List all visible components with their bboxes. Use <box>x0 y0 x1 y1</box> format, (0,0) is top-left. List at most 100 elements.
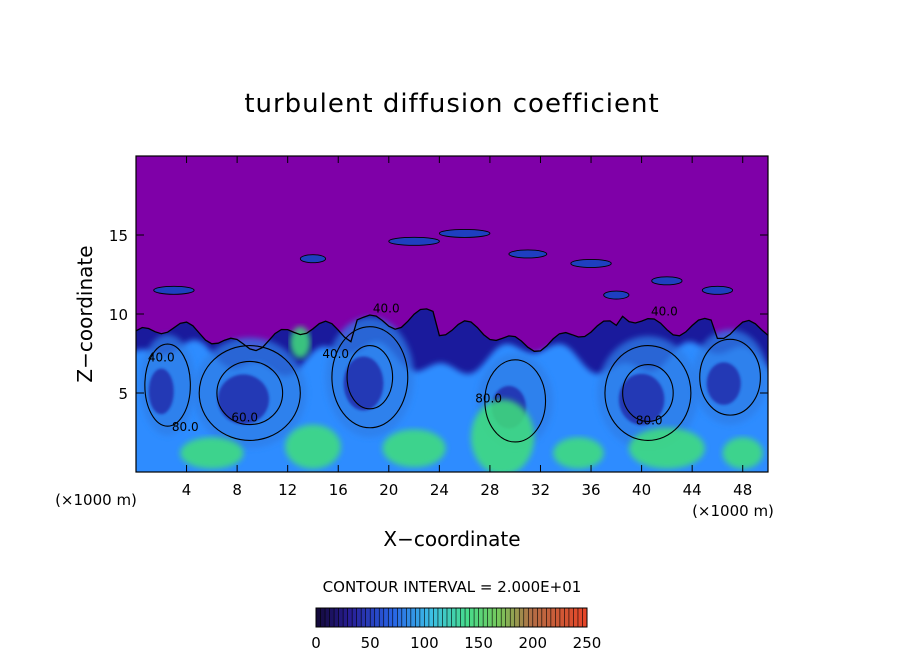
colorbar-bin <box>568 608 574 627</box>
contour-label: 40.0 <box>148 350 175 364</box>
colorbar-bin <box>352 608 358 627</box>
eddy-core <box>618 373 665 425</box>
contour-line <box>198 345 301 441</box>
x-axis-unit-left: (×1000 m) <box>55 491 137 509</box>
colorbar-bin <box>424 608 430 627</box>
high-diffusion-patch <box>382 429 446 468</box>
x-axis-unit-right: (×1000 m) <box>692 502 774 520</box>
colorbar-bin <box>329 608 335 627</box>
upper-patch <box>651 276 683 286</box>
colorbar-bin <box>460 608 466 627</box>
colorbar-bin <box>437 608 443 627</box>
x-tick-label: 12 <box>278 481 297 499</box>
colorbar-bin <box>483 608 489 627</box>
colorbar-bin <box>428 608 434 627</box>
colorbar-bin <box>501 608 507 627</box>
colorbar-tick-labels: 0 50 100 150 200 250 <box>311 634 601 652</box>
contour-label: 80.0 <box>636 414 663 428</box>
x-tick-label: 20 <box>379 481 398 499</box>
colorbar-bin <box>320 608 326 627</box>
colorbar-bin <box>338 608 344 627</box>
colorbar-bin <box>528 608 534 627</box>
x-tick-label: 28 <box>480 481 499 499</box>
colorbar-bin <box>469 608 475 627</box>
colorbar-bin <box>388 608 394 627</box>
high-diffusion-patch <box>285 424 341 469</box>
colorbar-bin <box>577 608 583 627</box>
colorbar-bin <box>442 608 448 627</box>
eddy-core <box>217 374 270 425</box>
colorbar-bin <box>541 608 547 627</box>
high-diffusion-patch <box>553 437 604 469</box>
colorbar-frame <box>315 607 588 628</box>
colorbar-tick-label: 0 <box>311 634 321 652</box>
colorbar-bin <box>550 608 556 627</box>
colorbar-bin <box>532 608 538 627</box>
x-tick-label: 16 <box>329 481 348 499</box>
colorbar-bin <box>465 608 470 627</box>
colorbar-bin <box>316 608 321 627</box>
contour-line <box>216 360 284 426</box>
colorbar-bin <box>433 608 439 627</box>
y-tick-label: 10 <box>109 306 128 324</box>
colorbar-bin <box>510 608 516 627</box>
contour-label: 40.0 <box>373 301 400 315</box>
y-tick-label: 5 <box>118 385 128 403</box>
contour-lines <box>136 228 768 443</box>
x-tick-label: 40 <box>632 481 651 499</box>
colorbar-bin <box>474 608 479 627</box>
colorbar-bin <box>325 608 330 627</box>
colorbar-bin <box>365 608 371 627</box>
colorbar-bin <box>370 608 376 627</box>
colorbar <box>315 607 588 628</box>
contour-line <box>622 364 674 422</box>
x-axis-label: X−coordinate <box>383 527 520 551</box>
colorbar-bin <box>397 608 403 627</box>
colorbar-bin <box>555 608 561 627</box>
contour-line <box>346 345 394 410</box>
upper-patch <box>153 285 195 295</box>
colorbar-bin <box>334 608 339 627</box>
high-diffusion-patch <box>180 437 244 469</box>
colorbar-bin <box>487 608 493 627</box>
colorbar-bin <box>492 608 498 627</box>
colorbar-tick-label: 250 <box>573 634 602 652</box>
colorbar-bin <box>347 608 353 627</box>
colorbar-bin <box>374 608 380 627</box>
x-tick-label: 8 <box>232 481 242 499</box>
eddy-core <box>148 368 174 415</box>
turbulence-field <box>136 308 768 472</box>
colorbar-tick-label: 50 <box>361 634 380 652</box>
colorbar-tick-label: 150 <box>464 634 493 652</box>
contour-label: 60.0 <box>231 410 258 424</box>
contour-label: 40.0 <box>322 347 349 361</box>
x-tick-label: 36 <box>581 481 600 499</box>
colorbar-bin <box>379 608 385 627</box>
contour-label: 40.0 <box>651 305 678 319</box>
x-axis: 4 8 12 16 20 24 28 32 36 40 44 48 <box>182 156 752 499</box>
contour-line <box>484 359 547 443</box>
high-diffusion-patch <box>722 437 763 469</box>
contour-line <box>604 345 692 441</box>
colorbar-bin <box>410 608 416 627</box>
colorbar-bin <box>446 608 452 627</box>
colorbar-tick-label: 100 <box>410 634 439 652</box>
colorbar-bin <box>523 608 529 627</box>
colorbar-bin <box>401 608 407 627</box>
upper-patch <box>299 254 327 264</box>
contour-line <box>699 338 761 416</box>
y-tick-label: 15 <box>109 227 128 245</box>
x-tick-label: 32 <box>531 481 550 499</box>
colorbar-bin <box>456 608 461 627</box>
colorbar-bin <box>573 608 579 627</box>
colorbar-bin <box>419 608 425 627</box>
high-diffusion-patch <box>290 326 311 359</box>
x-tick-label: 4 <box>182 481 192 499</box>
contour-interval: CONTOUR INTERVAL = 2.000E+01 <box>323 578 582 596</box>
chart-title: turbulent diffusion coefficient <box>244 89 659 119</box>
colorbar-tick-label: 200 <box>518 634 547 652</box>
colorbar-bin <box>546 608 552 627</box>
x-tick-label: 24 <box>430 481 449 499</box>
colorbar-bin <box>537 608 543 627</box>
